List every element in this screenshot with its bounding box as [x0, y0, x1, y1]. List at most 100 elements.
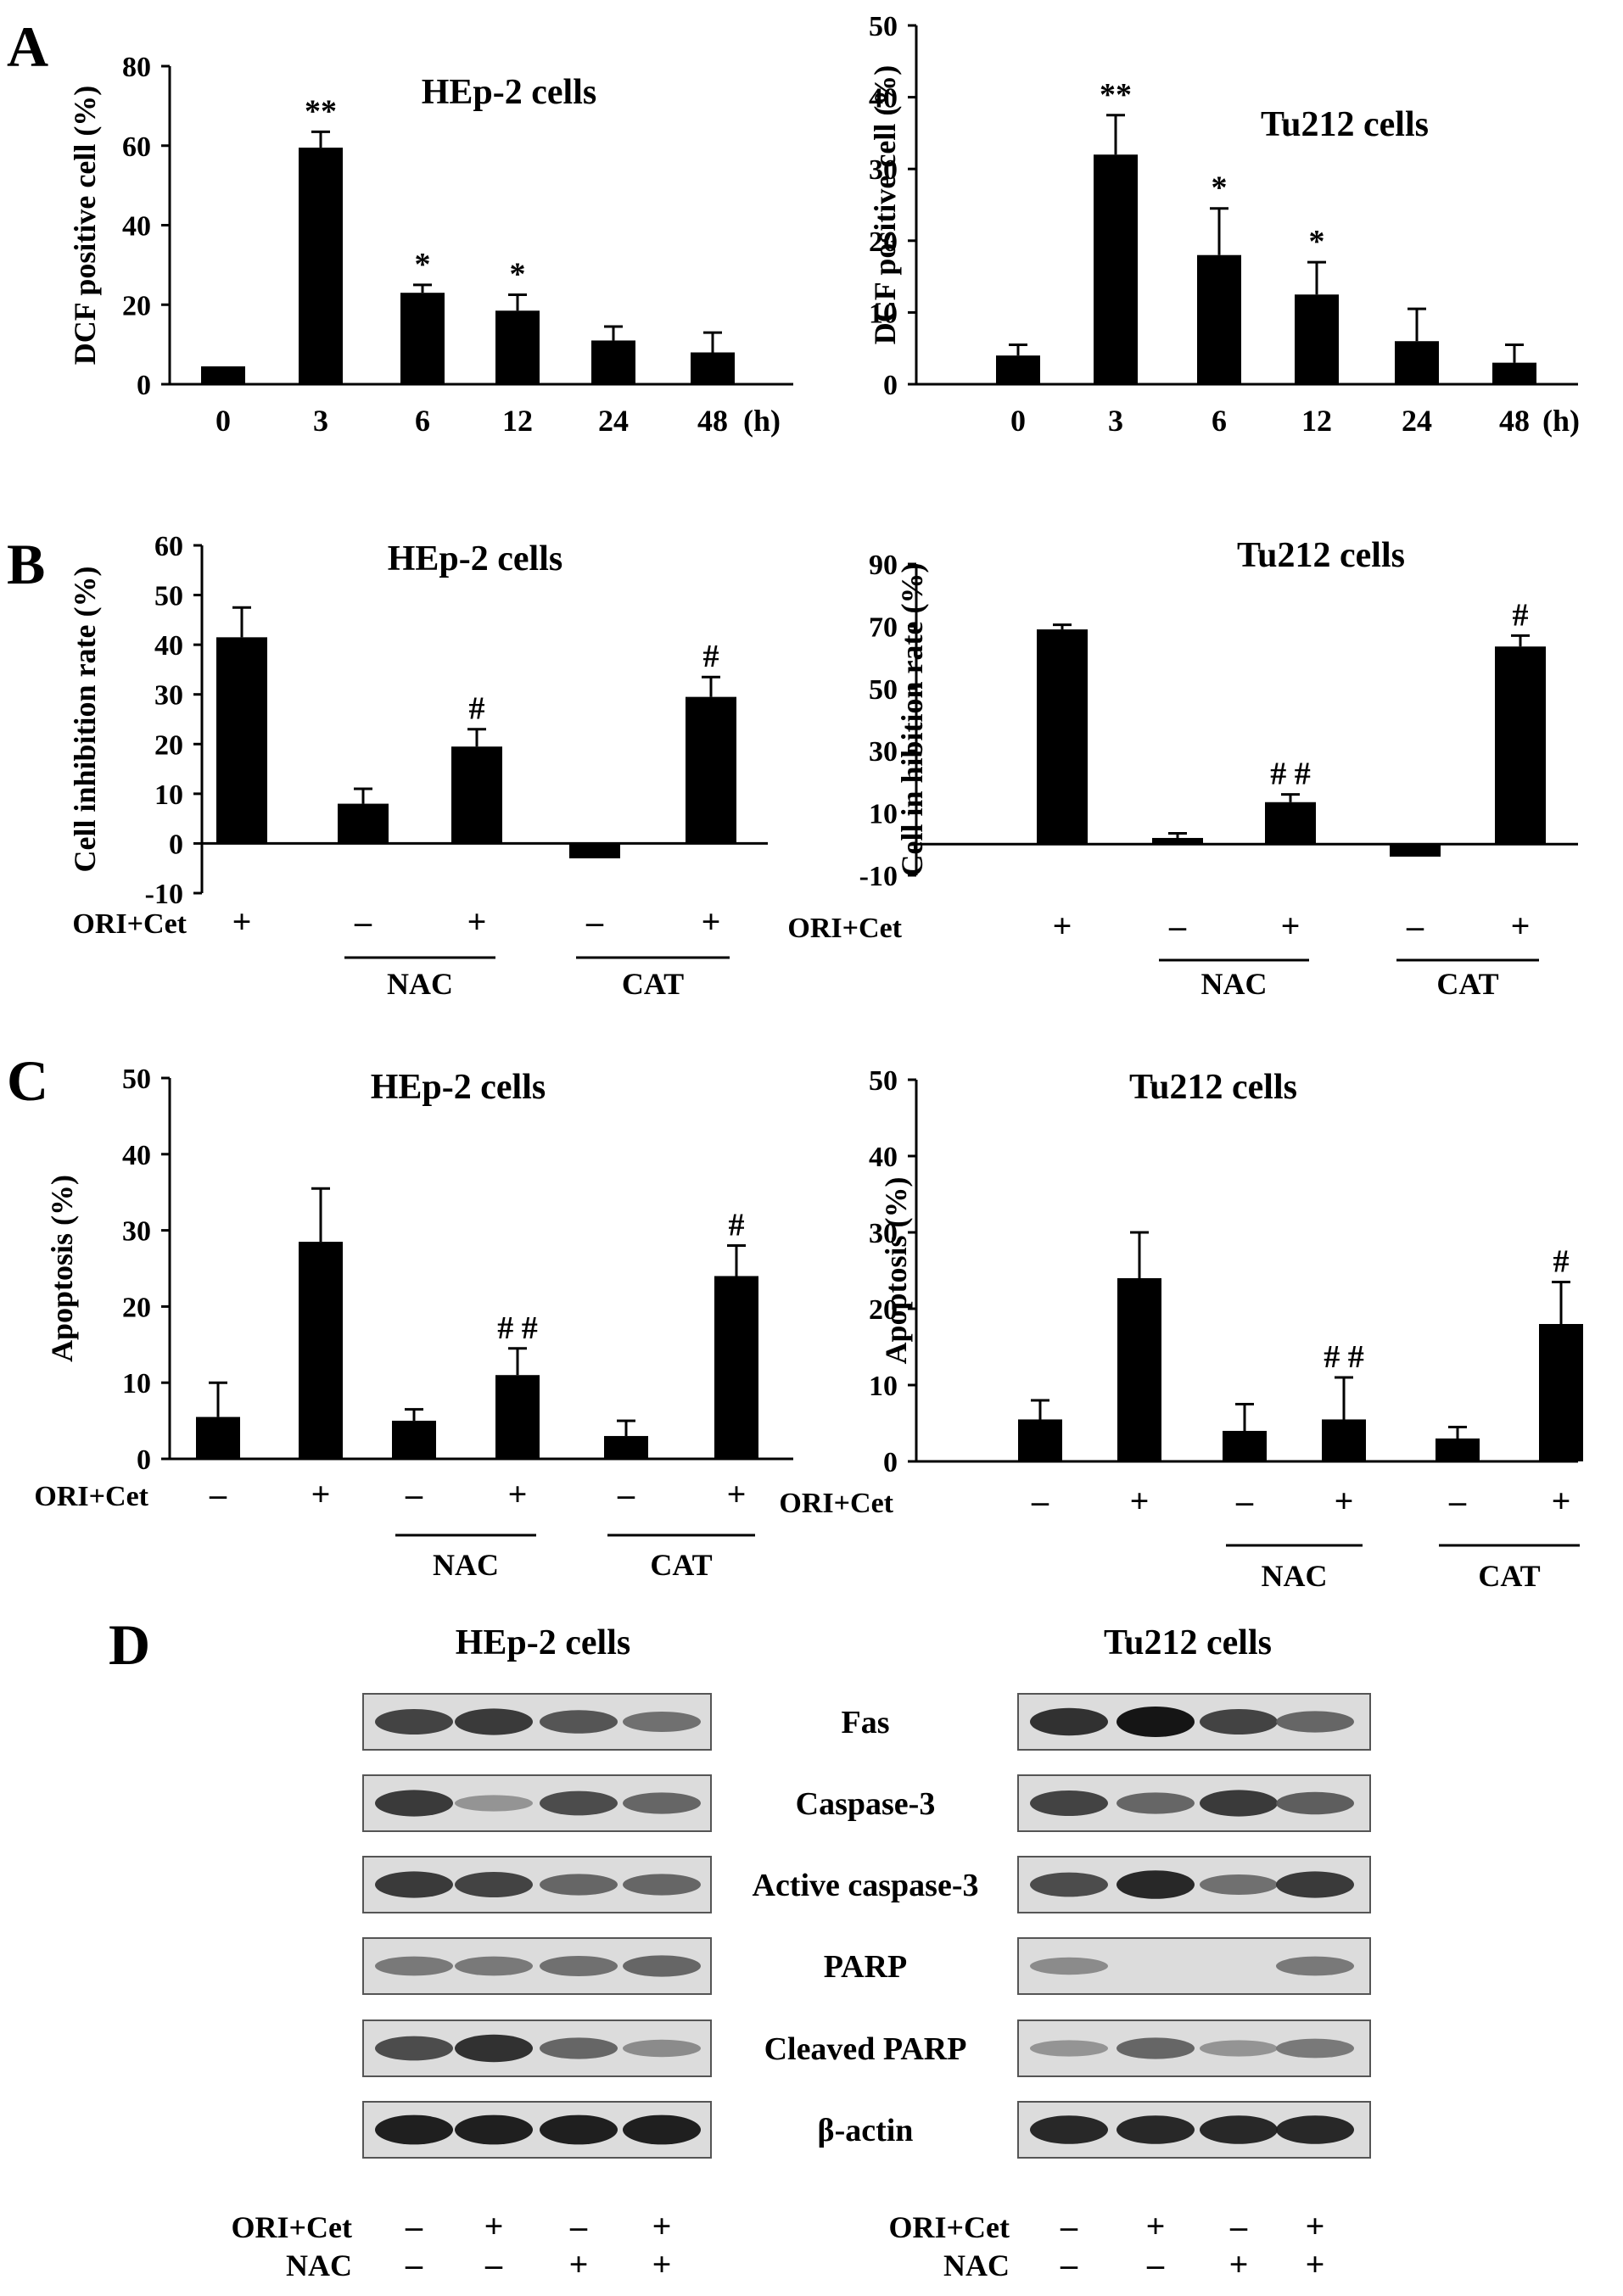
treatment-sign: + [1335, 1482, 1354, 1520]
blot-band [1117, 1870, 1195, 1899]
bar [495, 1375, 540, 1459]
blot-band [540, 1710, 618, 1734]
significance-mark: * [1212, 170, 1228, 206]
bar [1037, 629, 1088, 845]
blot-protein-label: Fas [842, 1705, 890, 1740]
blot-band [540, 2037, 618, 2059]
y-tick-label: 20 [122, 1292, 151, 1323]
x-tick-label: 24 [1402, 404, 1432, 438]
y-tick-label: 20 [869, 1294, 898, 1326]
bar [196, 1416, 240, 1459]
blot-band [623, 1955, 701, 1977]
y-tick-label: 90 [869, 550, 898, 581]
treatment-sign: – [1168, 907, 1187, 945]
x-tick-label: 48 [1499, 404, 1530, 438]
blot-band [455, 2034, 533, 2063]
x-tick-label: 24 [598, 404, 629, 438]
blot-row-label-hep2: ORI+Cet [232, 2210, 353, 2244]
blot-band [540, 1790, 618, 1816]
bar [1395, 341, 1439, 384]
blot-band [1030, 2115, 1108, 2144]
lane-sign: – [1229, 2207, 1248, 2245]
blot-protein-label: Caspase-3 [796, 1786, 936, 1822]
group-label: NAC [1262, 1559, 1328, 1593]
bar [1495, 646, 1546, 845]
bar [338, 803, 389, 844]
y-tick-label: 30 [869, 154, 898, 186]
group-label: CAT [622, 967, 684, 1001]
blot-protein-label: Active caspase-3 [753, 1868, 979, 1903]
bar [1094, 154, 1138, 384]
treatment-sign: – [405, 1475, 423, 1513]
y-tick-label: 60 [154, 531, 183, 562]
bar [714, 1276, 758, 1459]
bar [1152, 837, 1203, 845]
treatment-sign: + [232, 902, 252, 941]
y-axis-label: Cell inhibition rate (%) [68, 567, 102, 873]
chart-title: HEp-2 cells [388, 539, 563, 578]
y-axis-label: DCF positive cell (%) [868, 65, 902, 345]
significance-mark: # # [497, 1310, 538, 1346]
blot-band [1200, 1874, 1278, 1895]
western-blot-panel: HEp-2 cells Tu212 cells Fas Caspase-3 Acti… [232, 1623, 1371, 2283]
bar [495, 310, 540, 384]
significance-mark: # [1513, 597, 1529, 633]
group-label: CAT [650, 1548, 712, 1582]
group-label: NAC [433, 1548, 499, 1582]
significance-mark: ** [1100, 77, 1132, 113]
blot-band [1200, 1709, 1278, 1735]
blot-band [540, 2114, 618, 2145]
blot-row-label-hep2: NAC [286, 2249, 352, 2282]
y-tick-label: 40 [122, 211, 151, 243]
bar [451, 746, 502, 844]
y-tick-label: 30 [869, 1218, 898, 1249]
blot-band [455, 2114, 533, 2145]
y-axis-label: DCF positive cell (%) [68, 86, 102, 366]
lane-sign: – [405, 2245, 423, 2283]
lane-sign: + [1146, 2207, 1166, 2245]
chart-title: HEp-2 cells [422, 73, 597, 112]
bar [1436, 1438, 1480, 1461]
y-axis-label: Cell in hibition rate (%) [895, 563, 929, 877]
group-label: CAT [1436, 967, 1498, 1001]
group-label: NAC [387, 967, 453, 1001]
significance-mark: # # [1270, 757, 1311, 792]
chart-2: -10 0 10 20 30 40 50 60 HEp-2 cells Cell inhibiti… [68, 531, 768, 1001]
bar [299, 148, 343, 384]
blot-band [540, 1874, 618, 1896]
panel-letter-c: C [7, 1048, 48, 1113]
treatment-sign: – [1448, 1482, 1467, 1520]
bar [569, 843, 620, 858]
treatment-sign: + [311, 1475, 331, 1513]
y-tick-label: 40 [154, 630, 183, 662]
blot-band [1117, 1792, 1195, 1814]
bar [1223, 1431, 1267, 1461]
treatment-sign: + [1552, 1482, 1571, 1520]
y-tick-label: 0 [169, 829, 183, 860]
y-tick-label: 10 [122, 1368, 151, 1399]
x-tick-label: 0 [215, 404, 231, 438]
treatment-row-label: ORI+Cet [34, 1481, 148, 1512]
lane-sign: – [484, 2245, 503, 2283]
blot-band [455, 1956, 533, 1976]
treatment-row-label: ORI+Cet [72, 908, 187, 940]
x-tick-label: 0 [1010, 404, 1026, 438]
blot-band [455, 1795, 533, 1812]
y-axis-label: Apoptosis (%) [45, 1175, 79, 1362]
significance-mark: * [510, 257, 526, 293]
lane-sign: + [484, 2207, 504, 2245]
bar [392, 1421, 436, 1459]
blot-protein-label: PARP [824, 1949, 908, 1985]
significance-mark: * [415, 247, 431, 282]
y-tick-label: 50 [869, 11, 898, 42]
x-unit-label: (h) [1542, 404, 1580, 438]
bar [1295, 294, 1339, 384]
chart-title: Tu212 cells [1129, 1068, 1297, 1107]
y-tick-label: 0 [883, 370, 898, 401]
y-tick-label: 0 [137, 370, 151, 401]
y-tick-label: 10 [869, 1371, 898, 1402]
treatment-row-label: ORI+Cet [787, 913, 902, 944]
lane-sign: – [405, 2207, 423, 2245]
y-tick-label: 60 [122, 131, 151, 163]
y-tick-label: -10 [145, 879, 183, 910]
